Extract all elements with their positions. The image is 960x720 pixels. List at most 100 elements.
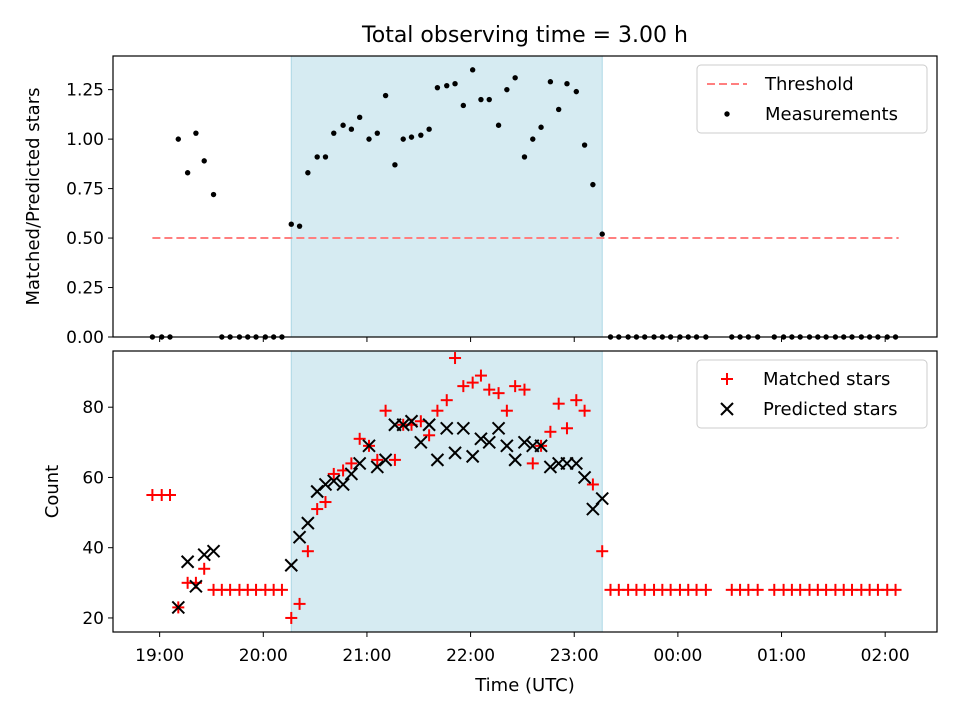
matched-stars-point xyxy=(509,380,522,393)
measurements-point xyxy=(495,122,502,128)
matched-stars-point xyxy=(483,383,496,396)
measurements-point xyxy=(444,82,450,89)
count-y-tick-label: 60 xyxy=(82,468,104,488)
measurements-point xyxy=(486,96,492,103)
count-points xyxy=(146,352,902,624)
measurements-point xyxy=(193,130,199,136)
ratio-legend: Threshold Measurements xyxy=(696,64,928,134)
measurements-point xyxy=(210,191,217,198)
count-y-axis: 20 40 60 80 xyxy=(82,398,113,629)
predicted-stars-point xyxy=(595,491,609,506)
legend-threshold-label: Threshold xyxy=(764,74,854,95)
predicted-stars-point xyxy=(474,432,488,446)
matched-stars-point xyxy=(164,489,177,502)
matched-stars-point xyxy=(560,422,573,435)
measurements-point xyxy=(392,162,398,168)
measurements-point xyxy=(581,142,588,148)
predicted-stars-point xyxy=(508,453,522,467)
predicted-stars-point xyxy=(352,456,367,471)
count-y-tick-label: 40 xyxy=(82,539,104,559)
matched-stars-point xyxy=(699,583,712,596)
predicted-stars-point xyxy=(482,435,496,450)
measurements-point xyxy=(331,130,337,136)
matched-stars-point xyxy=(198,562,211,575)
legend-matched-swatch xyxy=(721,373,733,385)
measurements-point xyxy=(322,154,329,160)
x-tick-label: 19:00 xyxy=(135,646,184,666)
matched-stars-point xyxy=(596,545,609,558)
predicted-stars-point xyxy=(414,435,428,450)
measurements-point xyxy=(426,126,432,132)
predicted-stars-point xyxy=(491,421,506,435)
predicted-stars-point xyxy=(284,558,298,572)
measurements-point xyxy=(573,88,580,95)
ratio-shaded-interval xyxy=(290,55,603,338)
x-tick-label: 00:00 xyxy=(653,646,702,666)
matched-stars-point xyxy=(379,404,392,417)
predicted-stars-point xyxy=(197,548,211,562)
x-axis-label: Time (UTC) xyxy=(474,675,575,696)
x-tick-label: 20:00 xyxy=(239,646,288,666)
count-plot-frame xyxy=(112,350,938,633)
measurements-point xyxy=(382,92,389,99)
predicted-stars-point xyxy=(180,555,195,569)
matched-stars-point xyxy=(345,457,358,470)
matched-stars-point xyxy=(285,611,298,624)
legend-predicted-swatch xyxy=(720,402,734,416)
predicted-stars-point xyxy=(171,600,186,615)
measurements-point xyxy=(356,114,363,121)
chart-title: Total observing time = 3.00 h xyxy=(361,23,688,48)
measurements-point xyxy=(400,136,406,142)
predicted-stars-point xyxy=(422,418,436,432)
predicted-stars-point xyxy=(569,456,584,471)
measurements-point xyxy=(374,130,381,136)
measurements-point xyxy=(530,136,536,142)
count-x-axis: 19:00 20:00 21:00 22:00 23:00 00:00 01:00 02:00 xyxy=(135,632,910,666)
measurements-point xyxy=(469,67,476,73)
measurements-point xyxy=(590,181,596,188)
measurements-point xyxy=(296,223,303,229)
predicted-stars-point xyxy=(534,439,548,453)
measurements-point xyxy=(340,122,346,128)
predicted-stars-point xyxy=(517,435,532,450)
predicted-stars-point xyxy=(456,421,471,435)
legend-matched-label: Matched stars xyxy=(763,369,890,390)
matched-stars-point xyxy=(449,352,462,365)
measurements-point xyxy=(408,134,415,140)
matched-stars-point xyxy=(440,394,453,407)
predicted-stars-point xyxy=(404,414,419,428)
predicted-stars-point xyxy=(327,474,341,488)
matched-stars-point xyxy=(474,369,487,382)
predicted-stars-point xyxy=(448,446,462,460)
predicted-stars-point xyxy=(344,467,359,481)
measurements-point xyxy=(512,75,518,81)
matched-stars-point xyxy=(371,453,384,466)
measurements-point xyxy=(452,81,458,87)
matched-stars-point xyxy=(552,397,565,410)
matched-stars-point xyxy=(751,583,764,596)
predicted-stars-point xyxy=(206,544,221,558)
count-shaded-interval xyxy=(290,350,603,633)
measurements-point xyxy=(504,86,510,93)
predicted-stars-point xyxy=(378,453,393,467)
matched-stars-point xyxy=(311,503,324,516)
matched-stars-point xyxy=(301,545,314,558)
matched-stars-point xyxy=(457,380,470,393)
ratio-plot-frame xyxy=(112,55,938,338)
measurements-point xyxy=(547,79,554,85)
matched-stars-point xyxy=(544,425,557,438)
count-y-tick-label: 20 xyxy=(82,609,104,629)
predicted-stars-point xyxy=(292,530,307,544)
predicted-stars-point xyxy=(500,439,514,453)
ratio-y-tick-label: 0.75 xyxy=(66,180,104,200)
predicted-stars-point xyxy=(189,579,203,594)
measurements-point xyxy=(434,84,441,91)
ratio-y-tick-label: 1.00 xyxy=(66,130,104,150)
count-panel: 20 40 60 80 19:00 20:00 21:00 22:00 23:00 00:00 0… xyxy=(42,350,938,666)
count-legend: Matched stars Predicted stars xyxy=(696,359,928,429)
ratio-y-tick-label: 1.25 xyxy=(66,81,104,101)
predicted-stars-point xyxy=(577,470,592,485)
matched-stars-point xyxy=(327,467,340,480)
measurements-point xyxy=(478,96,484,103)
predicted-stars-point xyxy=(543,460,558,474)
